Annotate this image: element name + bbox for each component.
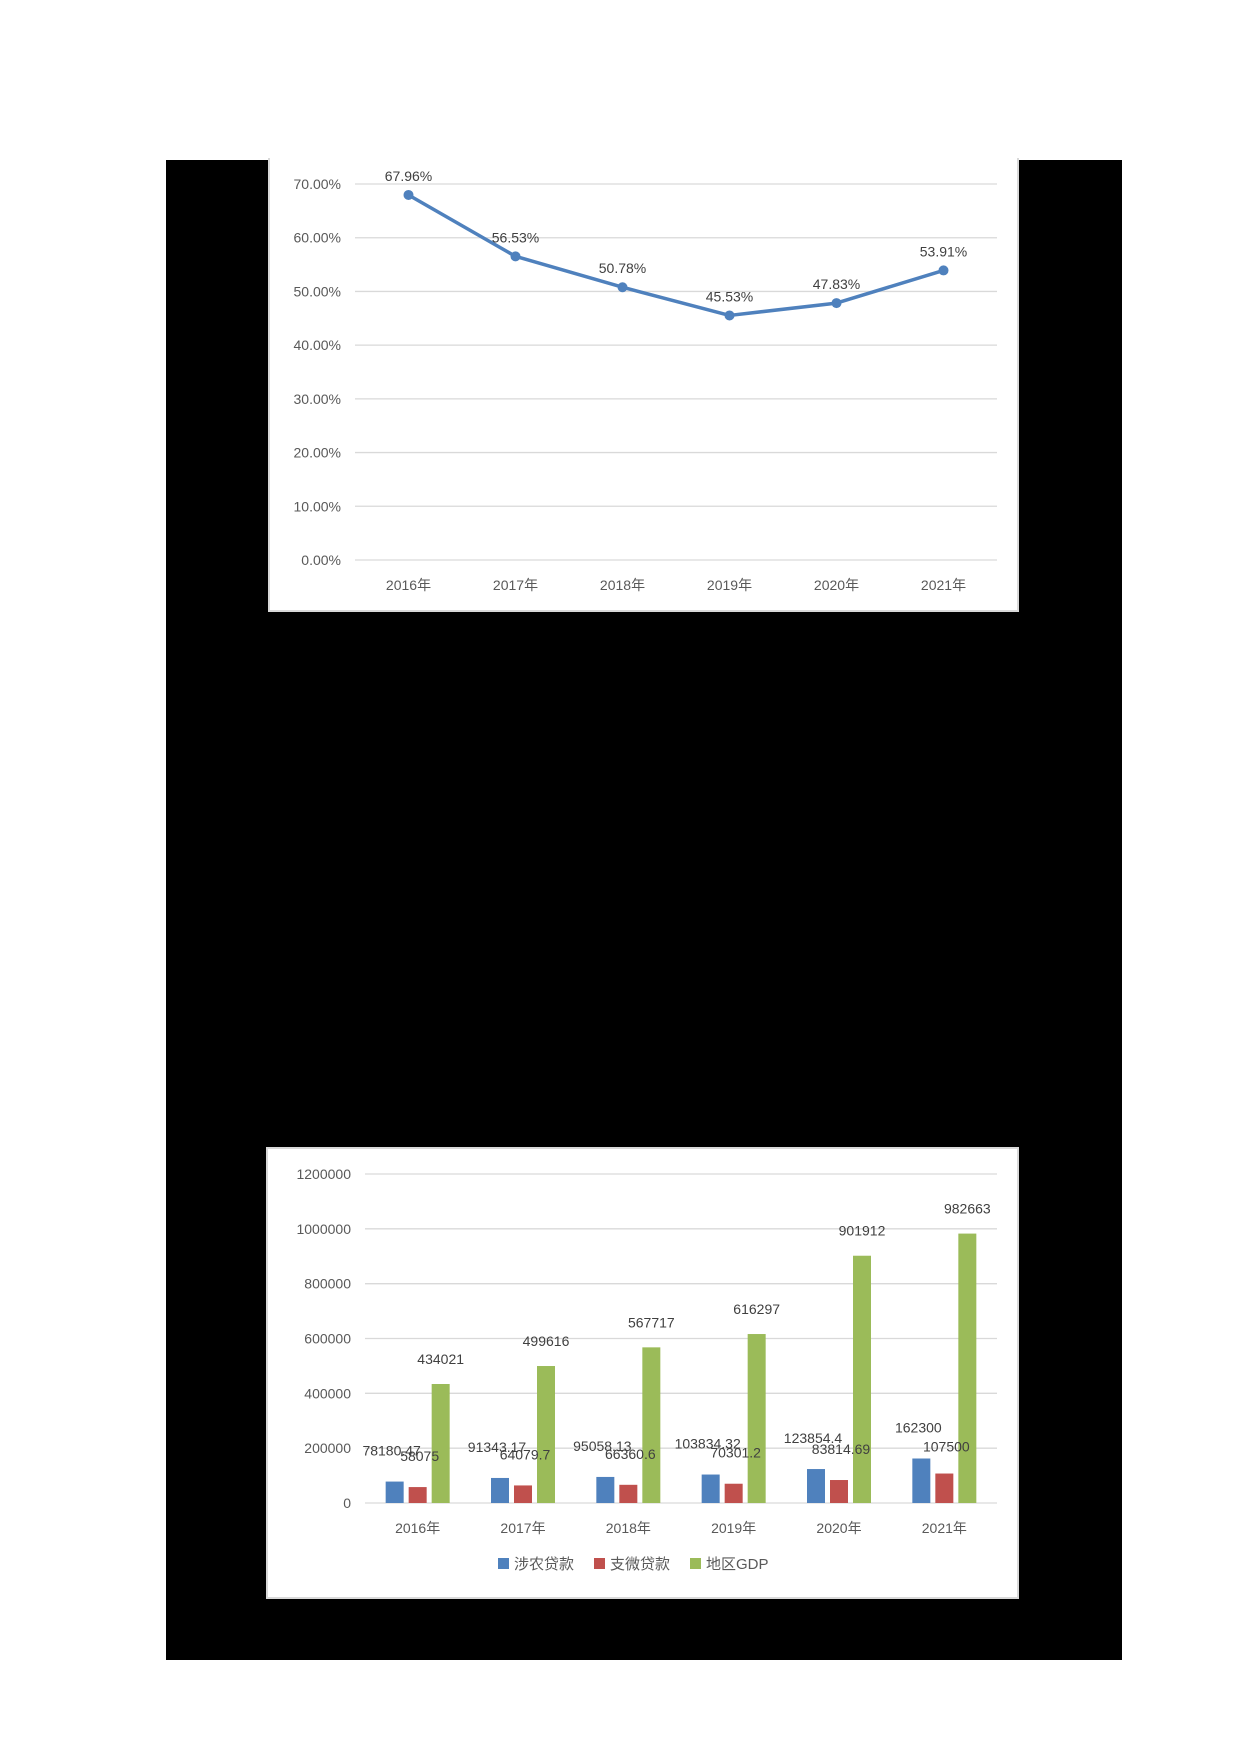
y-tick-label: 1000000 [296, 1221, 351, 1237]
data-label: 982663 [944, 1201, 991, 1217]
data-line [407, 193, 945, 318]
data-point-marker [831, 298, 842, 309]
data-label: 56.53% [492, 229, 539, 245]
data-label: 78180.47 [362, 1443, 421, 1459]
data-label: 47.83% [813, 276, 860, 292]
y-tick-label: 70.00% [294, 176, 341, 192]
bar [596, 1476, 615, 1503]
data-label: 70301.2 [710, 1445, 761, 1461]
data-label: 64079.7 [500, 1446, 551, 1462]
bar [491, 1477, 509, 1503]
x-tick-label: 2020年 [816, 1520, 861, 1536]
data-label: 53.91% [920, 243, 967, 259]
bar [537, 1366, 555, 1503]
bar [642, 1347, 661, 1503]
y-tick-label: 400000 [304, 1385, 351, 1401]
x-tick-label: 2018年 [606, 1520, 651, 1536]
x-tick-label: 2017年 [493, 577, 538, 593]
data-label: 67.96% [385, 168, 432, 184]
data-label: 107500 [923, 1439, 970, 1455]
data-label: 95058.13 [573, 1438, 632, 1454]
line-chart-svg: 0.00% 10.00% 20.00% 30.00% 40.00% 50.00% 60.00… [294, 168, 997, 593]
legend-label: 涉农贷款 [514, 1556, 574, 1573]
data-label: 499616 [523, 1333, 570, 1349]
data-point-marker [724, 310, 735, 321]
y-tick-label: 60.00% [294, 230, 341, 246]
bar [619, 1484, 638, 1503]
bar [514, 1485, 532, 1503]
legend-label: 支微贷款 [610, 1556, 670, 1573]
data-label: 58075 [400, 1448, 439, 1464]
data-label: 50.78% [599, 260, 646, 276]
x-tick-label: 2021年 [922, 1520, 967, 1536]
x-tick-label: 2018年 [600, 577, 645, 593]
y-tick-label: 10.00% [294, 498, 341, 514]
y-tick-label: 30.00% [294, 391, 341, 407]
bar [385, 1481, 404, 1503]
bar [807, 1469, 825, 1503]
legend-swatch [498, 1558, 509, 1569]
data-point-marker [617, 282, 628, 293]
data-label: 66360.6 [605, 1446, 656, 1462]
y-tick-label: 50.00% [294, 283, 341, 299]
y-tick-label: 800000 [304, 1276, 351, 1292]
x-tick-label: 2020年 [814, 577, 859, 593]
bar [724, 1483, 743, 1503]
data-label: 616297 [733, 1301, 780, 1317]
bar [747, 1334, 766, 1503]
data-label: 162300 [895, 1420, 942, 1436]
data-point-marker [510, 251, 521, 262]
data-point-marker [403, 189, 414, 200]
bar [701, 1474, 720, 1503]
x-tick-label: 2021年 [921, 577, 966, 593]
bar [830, 1480, 848, 1503]
y-tick-label: 1200000 [296, 1166, 351, 1182]
x-tick-label: 2019年 [707, 577, 752, 593]
data-label: 567717 [628, 1314, 675, 1330]
y-tick-label: 200000 [304, 1440, 351, 1456]
data-label: 103834.32 [675, 1436, 741, 1452]
x-tick-label: 2017年 [500, 1520, 545, 1536]
y-tick-label: 40.00% [294, 337, 341, 353]
line-chart-ratio: 0.00% 10.00% 20.00% 30.00% 40.00% 50.00% 60.00… [268, 158, 1019, 612]
bar [935, 1473, 954, 1503]
data-label: 901912 [839, 1223, 886, 1239]
bar-chart-svg: 0 200000 400000 600000 800000 1000000 1200000 7… [296, 1166, 997, 1573]
data-label: 83814.69 [812, 1441, 871, 1457]
y-tick-label: 0.00% [301, 552, 341, 568]
y-tick-label: 0 [343, 1495, 351, 1511]
data-label: 123854.4 [784, 1430, 843, 1446]
bar [408, 1487, 427, 1503]
legend: 涉农贷款 支微贷款 地区GDP [498, 1556, 769, 1573]
bar [958, 1233, 977, 1503]
legend-swatch [594, 1558, 605, 1569]
category-group: 162300 107500 982663 [895, 1201, 991, 1503]
x-tick-label: 2016年 [395, 1520, 440, 1536]
x-tick-label: 2019年 [711, 1520, 756, 1536]
data-label: 434021 [417, 1351, 464, 1367]
y-tick-label: 600000 [304, 1331, 351, 1347]
bar [431, 1384, 450, 1503]
data-point-marker [938, 265, 949, 276]
bar [853, 1255, 871, 1503]
data-label: 91343.17 [468, 1439, 527, 1455]
data-label: 45.53% [706, 288, 753, 304]
bar [912, 1458, 931, 1503]
y-tick-label: 20.00% [294, 445, 341, 461]
legend-swatch [690, 1558, 701, 1569]
x-tick-label: 2016年 [386, 577, 431, 593]
bar-chart-loans-gdp: 0 200000 400000 600000 800000 1000000 1200000 7… [266, 1147, 1019, 1599]
legend-label: 地区GDP [706, 1556, 769, 1573]
